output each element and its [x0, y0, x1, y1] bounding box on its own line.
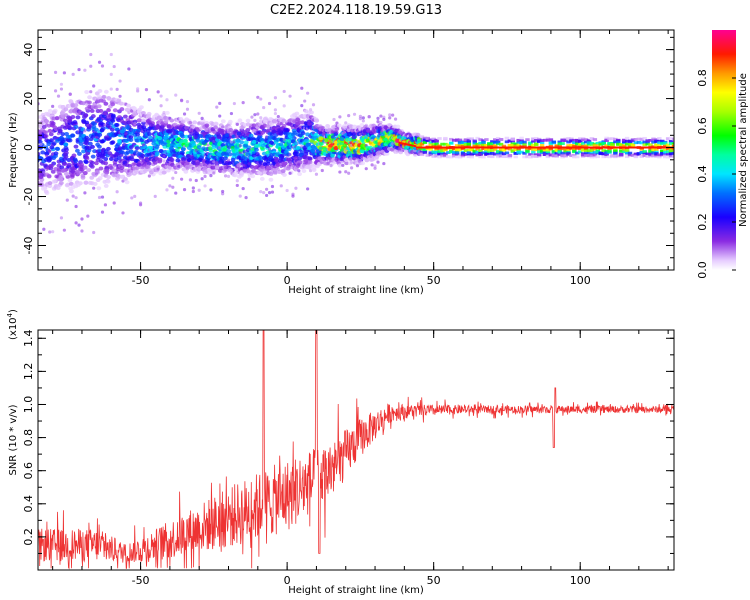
snr-scale-exponent: 4	[6, 312, 14, 317]
snr-axes-frame	[37, 329, 675, 571]
spectrogram-xlabel: Height of straight line (km)	[288, 285, 424, 296]
snr-xlabel: Height of straight line (km)	[288, 585, 424, 596]
colorbar-tick-label: 0.4	[696, 165, 709, 183]
snr-series-line	[38, 330, 674, 570]
spectrogram-xtick-label: 100	[570, 274, 591, 287]
spectrogram-ytick-label: -20	[22, 188, 35, 206]
spectrogram-xtick-label: 50	[427, 274, 441, 287]
snr-scale-label: (x10	[8, 317, 19, 340]
colorbar-tick-label: 0.8	[696, 69, 709, 87]
colorbar-label: Normalized spectral amplitude	[738, 73, 749, 227]
spectrogram-ytick-label: 20	[22, 92, 35, 106]
svg-text:(x104): (x104)	[6, 309, 19, 340]
figure-title: C2E2.2024.118.19.59.G13	[270, 3, 442, 18]
spectrogram-ylabel: Frequency (Hz)	[8, 112, 19, 188]
snr-xtick-label: 50	[427, 574, 441, 587]
colorbar: 0.0 0.2 0.4 0.6 0.8 Normalized spectral ampl…	[696, 30, 749, 279]
snr-ylabel: SNR (10 * v/v)	[8, 404, 19, 475]
snr-ytick-label: 0.8	[22, 429, 35, 447]
snr-ticks: -50 0 50 100 0.2 0.4 0.6 0.8 1.0 1.2 1.4	[22, 330, 674, 587]
spectrogram-ticks: -50 0 50 100 -40 -20 0 20 40	[22, 30, 674, 287]
spectrogram-ytick-label: 40	[22, 43, 35, 57]
snr-xtick-label: 0	[284, 574, 291, 587]
snr-xtick-label: -50	[132, 574, 150, 587]
colorbar-tick-label: 0.0	[696, 261, 709, 279]
spectrogram-ytick-label: -40	[22, 237, 35, 255]
snr-ytick-label: 1.0	[22, 396, 35, 414]
snr-ytick-label: 1.4	[22, 330, 35, 348]
spectrogram-xtick-label: 0	[284, 274, 291, 287]
spectrogram-panel: -50 0 50 100 -40 -20 0 20 40 Height of straight …	[8, 29, 675, 296]
snr-ytick-label: 0.2	[22, 528, 35, 546]
colorbar-tick-label: 0.2	[696, 213, 709, 231]
colorbar-tick-label: 0.6	[696, 117, 709, 135]
spectrogram-axes-frame	[37, 29, 675, 271]
snr-scale-factor: (x104)	[6, 309, 19, 340]
colorbar-gradient	[712, 30, 736, 270]
snr-panel: -50 0 50 100 0.2 0.4 0.6 0.8 1.0 1.2 1.4 Height of…	[6, 309, 675, 596]
snr-scale-close: )	[8, 309, 19, 313]
snr-xtick-label: 100	[570, 574, 591, 587]
colorbar-ticks: 0.0 0.2 0.4 0.6 0.8	[696, 69, 736, 279]
spectrogram-xtick-label: -50	[132, 274, 150, 287]
snr-ytick-label: 0.6	[22, 462, 35, 480]
spectrogram-heatmap	[38, 52, 674, 235]
snr-ytick-label: 1.2	[22, 363, 35, 381]
snr-ytick-label: 0.4	[22, 495, 35, 513]
spectrogram-ytick-label: 0	[22, 144, 35, 151]
